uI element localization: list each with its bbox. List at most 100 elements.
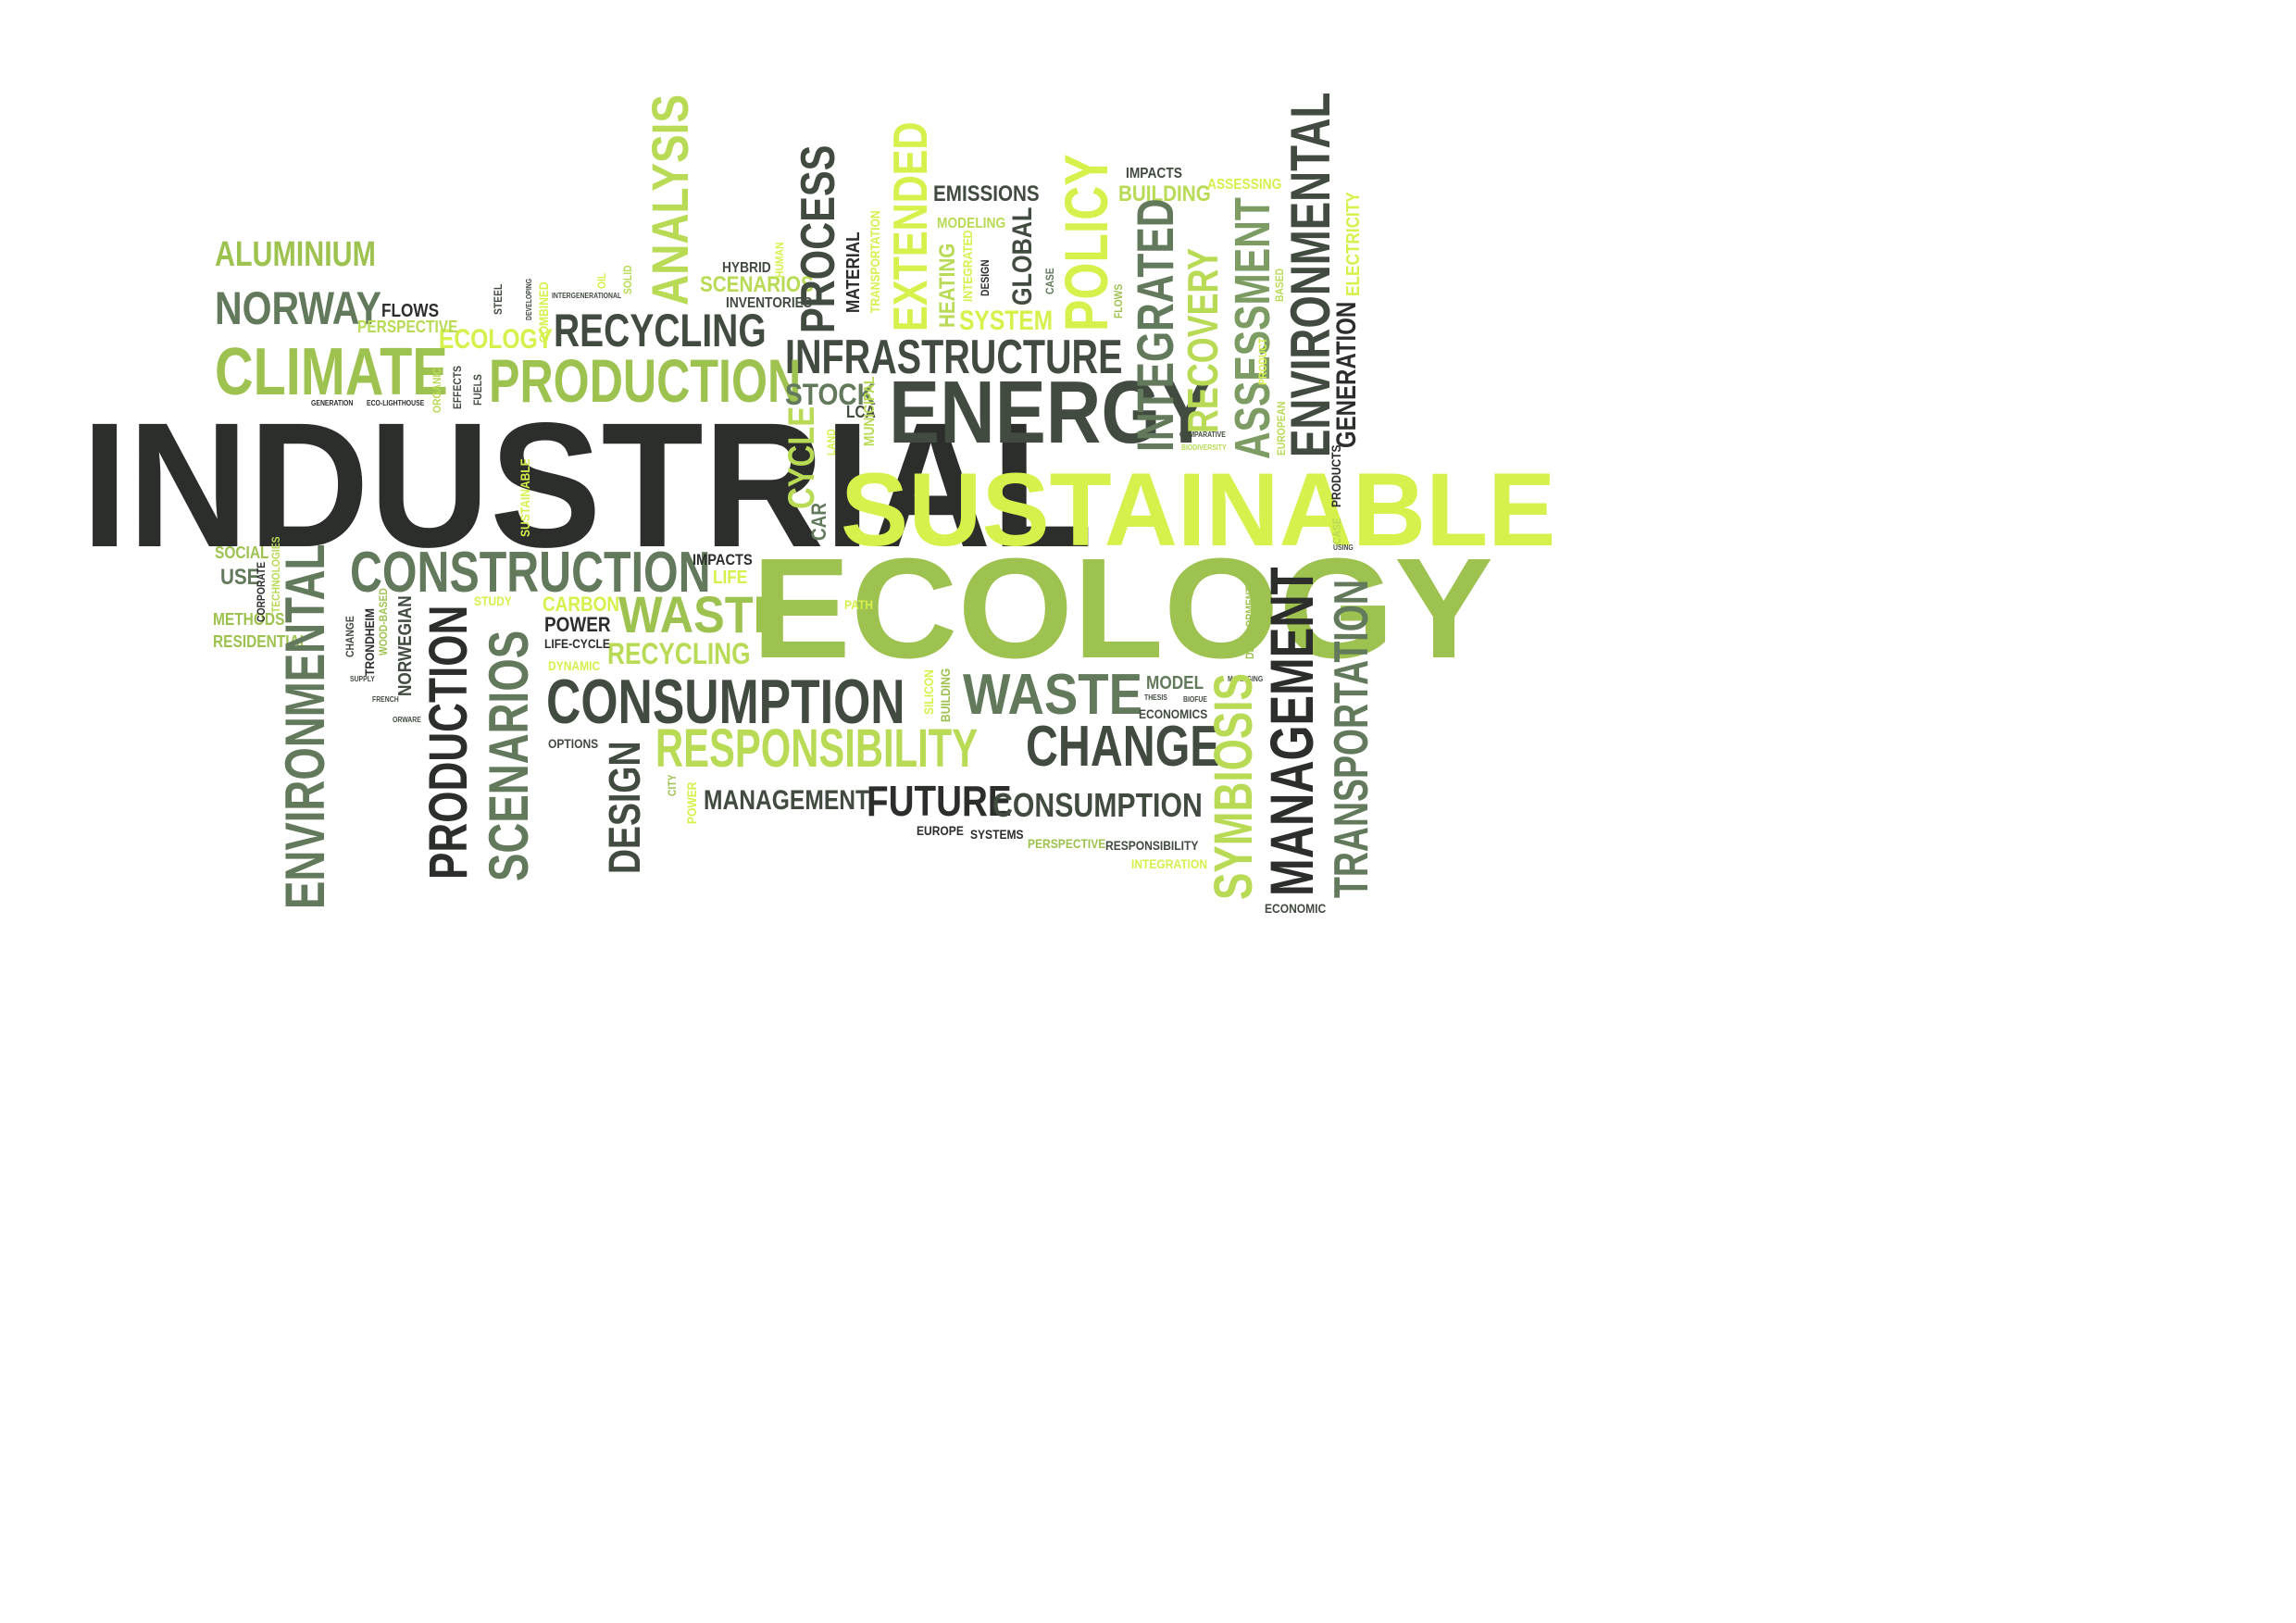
word-human: HUMAN xyxy=(773,242,786,278)
word-design-1: DESIGN xyxy=(979,259,992,296)
word-production: PRODUCTION xyxy=(489,346,802,415)
word-biodiversity: BIODIVERSITY xyxy=(1181,443,1227,452)
word-recycling: RECYCLING xyxy=(554,305,767,356)
word-oil: OIL xyxy=(595,272,608,289)
word-life-cycle: LIFE-CYCLE xyxy=(544,636,610,651)
word-system: SYSTEM xyxy=(959,306,1054,336)
word-thesis: THESIS xyxy=(1144,693,1167,702)
word-residential: RESIDENTIAL xyxy=(213,632,309,651)
word-impacts-2: IMPACTS xyxy=(1126,166,1182,181)
word-life: LIFE xyxy=(713,568,748,588)
word-options: OPTIONS xyxy=(548,736,599,751)
word-transportation-1: TRANSPORTATION xyxy=(867,210,882,313)
word-policy: POLICY xyxy=(1052,154,1120,331)
word-cycle: CYCLE xyxy=(781,406,822,509)
word-assessment: ASSESSMENT xyxy=(1225,197,1280,459)
word-car: CAR xyxy=(807,503,830,541)
word-electricity: ELECTRICITY xyxy=(1343,192,1364,296)
word-integrated-1: INTEGRATED xyxy=(1126,198,1184,453)
word-change-1: CHANGE xyxy=(1026,715,1220,779)
word-ecology-2: ECOLOGY xyxy=(439,324,554,355)
word-using: USING xyxy=(1333,543,1354,552)
word-comparative: COMPARATIVE xyxy=(1179,431,1226,439)
word-systems: SYSTEMS xyxy=(970,827,1024,842)
word-europe: EUROPE xyxy=(917,823,964,838)
word-orware: ORWARE xyxy=(393,716,421,724)
word-city: CITY xyxy=(666,774,679,796)
word-consumption-2: CONSUMPTION xyxy=(992,786,1203,824)
word-aluminium: ALUMINIUM xyxy=(215,235,376,274)
word-environmental-2: ENVIRONMENTAL xyxy=(274,543,336,909)
word-lca: LCA xyxy=(846,403,876,421)
word-responsibility-1: RESPONSIBILITY xyxy=(655,718,979,779)
word-managing: MANAGING xyxy=(1228,675,1264,683)
word-combined: COMBINED xyxy=(536,281,551,343)
word-norway: NORWAY xyxy=(215,282,382,334)
word-biofue: BIOFUE xyxy=(1183,695,1208,704)
word-economics: ECONOMICS xyxy=(1139,706,1208,721)
word-silicon: SILICON xyxy=(921,669,936,715)
word-development: DEVELOPMENT xyxy=(1243,586,1256,659)
word-inventories: INVENTORIES xyxy=(726,295,813,311)
word-assessing: ASSESSING xyxy=(1207,177,1282,193)
word-integration: INTEGRATION xyxy=(1131,856,1208,871)
word-consumption-1: CONSUMPTION xyxy=(546,667,905,737)
word-material: MATERIAL xyxy=(843,231,864,313)
word-management-1: MANAGEMENT xyxy=(704,785,870,816)
word-change-2: CHANGE xyxy=(343,616,356,657)
word-generation-1: GENERATION xyxy=(311,399,354,407)
word-wood-based: WOOD-BASED xyxy=(377,588,390,655)
word-analysis: ANALYSIS xyxy=(641,94,699,306)
word-integrated-2: INTEGRATED xyxy=(960,230,975,302)
word-energy: ENERGY xyxy=(889,363,1212,462)
word-flows-1: FLOWS xyxy=(381,301,440,321)
word-intergenerational: INTERGENERATIONAL xyxy=(552,292,622,300)
word-land: LAND xyxy=(825,429,838,456)
word-production-2: PRODUCTION xyxy=(418,605,479,880)
word-sustainable: SUSTAINABLE xyxy=(841,452,1556,568)
word-construction: CONSTRUCTION xyxy=(350,541,711,605)
word-emissions: EMISSIONS xyxy=(933,181,1040,206)
word-economic: ECONOMIC xyxy=(1265,901,1327,916)
word-hybrid: HYBRID xyxy=(722,260,771,276)
word-product: PRODUCT xyxy=(1256,337,1269,385)
word-stock: STOCK xyxy=(785,378,877,411)
word-climate: CLIMATE xyxy=(215,335,448,409)
word-power-1: POWER xyxy=(544,613,611,636)
word-infrastructure: INFRASTRUCTURE xyxy=(785,331,1123,384)
word-based: BASED xyxy=(1273,268,1286,302)
word-developing: DEVELOPING xyxy=(525,278,533,320)
word-steel: STEEL xyxy=(492,283,505,315)
word-environmental-1: ENVIRONMENTAL xyxy=(1279,92,1341,457)
word-eco-lighthouse: ECO-LIGHTHOUSE xyxy=(367,399,425,407)
word-recycling-2: RECYCLING xyxy=(607,637,751,670)
word-waste-2: WASTE xyxy=(618,585,785,643)
word-corporate: CORPORATE xyxy=(255,561,268,622)
word-modeling: MODELING xyxy=(937,216,1006,231)
word-case-2: CASE xyxy=(1330,518,1343,544)
word-design-2: DESIGN xyxy=(601,741,650,874)
word-building-2: BUILDING xyxy=(938,668,953,722)
word-management-2: MANAGEMENT xyxy=(1257,567,1326,896)
word-flows-2: FLOWS xyxy=(1112,283,1125,318)
word-european: EUROPEAN xyxy=(1275,401,1288,456)
word-power-2: POWER xyxy=(684,781,699,824)
word-municipal: MUNICIPAL xyxy=(862,376,878,446)
word-generation-2: GENERATION xyxy=(1331,301,1362,448)
word-study: STUDY xyxy=(474,593,512,608)
word-building-1: BUILDING xyxy=(1118,181,1211,206)
word-transportation-2: TRANSPORTATION xyxy=(1325,580,1379,898)
word-sustainable-2: SUSTAINABLE xyxy=(518,458,532,537)
word-organic: ORGANIC xyxy=(430,368,443,413)
word-ecology: ECOLOGY xyxy=(752,529,1493,688)
word-extended: EXTENDED xyxy=(884,121,938,331)
word-french: FRENCH xyxy=(372,695,399,704)
word-process: PROCESS xyxy=(792,144,845,333)
word-global: GLOBAL xyxy=(1007,206,1038,306)
word-methods: METHODS xyxy=(213,610,285,629)
word-industrial: INDUSTRIAL xyxy=(81,385,1093,584)
word-future: FUTURE xyxy=(867,777,1012,825)
word-solid: SOLID xyxy=(621,265,634,294)
word-products: PRODUCTS xyxy=(1329,444,1343,507)
